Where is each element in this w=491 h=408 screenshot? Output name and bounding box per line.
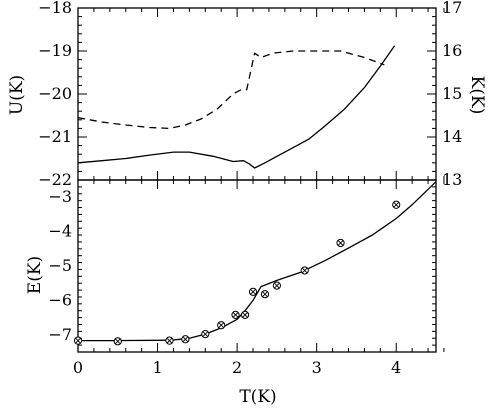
- bottom-y-tick-label: −7: [48, 325, 72, 344]
- top-y-tick-label: −22: [38, 170, 72, 189]
- top-y2-tick-label: 15: [442, 84, 462, 103]
- top-y2-axis-label: K(K): [467, 76, 487, 115]
- bottom-x-tick-label: 3: [312, 358, 322, 377]
- top-panel: −22 −21 −20 −19 −18 13 14 15 16 17: [38, 0, 462, 189]
- top-y2-tick-label: 16: [442, 41, 462, 60]
- bottom-y-tick-label: −5: [48, 256, 72, 275]
- bottom-frame: [77, 179, 437, 353]
- bottom-y-tick-label: −6: [48, 290, 72, 309]
- bottom-y-axis-label: E(K): [25, 256, 45, 294]
- top-y-tick-label: −21: [38, 127, 72, 146]
- top-y-tick-label: −18: [38, 0, 72, 17]
- bottom-data-point-cross: [242, 311, 248, 318]
- bottom-data-point-cross: [182, 336, 189, 343]
- bottom-y-tick-label: −3: [48, 187, 72, 206]
- bottom-data-point-cross: [202, 331, 209, 338]
- bottom-series-solid-line: [78, 181, 437, 342]
- bottom-y-tick-label: −4: [48, 222, 72, 241]
- bottom-data-point-cross: [301, 267, 308, 274]
- bottom-data-point-cross: [218, 322, 225, 329]
- bottom-data-point-cross: [262, 291, 268, 298]
- bottom-data-point-cross: [337, 240, 344, 246]
- top-y-tick-label: −19: [38, 41, 72, 60]
- top-series-solid-line: [77, 45, 396, 169]
- top-y-axis-label: U(K): [7, 75, 27, 115]
- bottom-x-tick-label: 0: [73, 358, 83, 377]
- bottom-data-point-cross: [273, 282, 280, 289]
- bottom-data-point-cross: [393, 201, 400, 208]
- bottom-x-tick-label: 4: [391, 358, 401, 377]
- x-axis-label: T(K): [239, 387, 276, 407]
- top-y2-tick-label: 13: [442, 170, 462, 189]
- top-y2-tick-label: 17: [442, 0, 462, 17]
- top-y2-tick-label: 14: [442, 127, 462, 146]
- top-y-tick-label: −20: [38, 84, 72, 103]
- bottom-data-point-cross: [250, 288, 256, 295]
- bottom-data-point-cross: [114, 338, 121, 345]
- top-frame: [77, 7, 437, 181]
- bottom-x-tick-label: 2: [232, 358, 242, 377]
- bottom-data-point-cross: [232, 311, 239, 318]
- bottom-data-point-cross: [75, 337, 81, 344]
- top-series-dashed-line: [77, 50, 385, 130]
- bottom-panel: 0 1 2 3 4 −7 −6 −5 −4 −3: [48, 179, 445, 377]
- bottom-x-tick-label: 1: [152, 358, 162, 377]
- bottom-data-point-cross: [166, 337, 173, 344]
